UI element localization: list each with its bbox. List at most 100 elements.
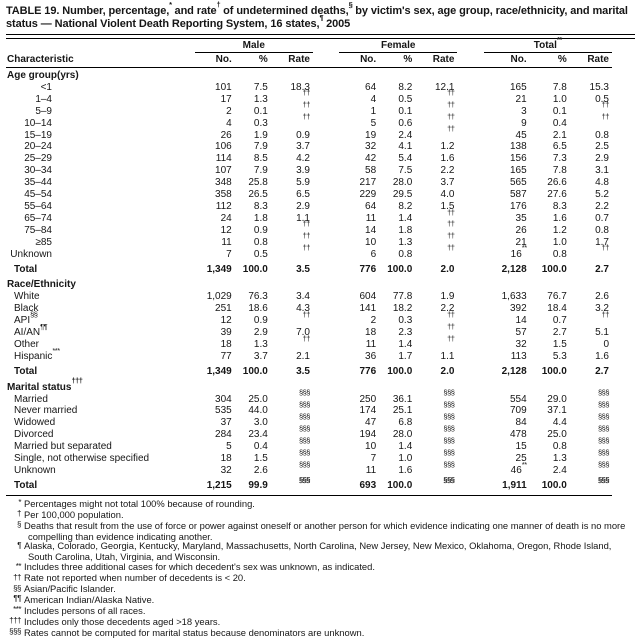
cell: 100.0	[541, 365, 567, 377]
table-row: Black 251 18.6 4.3 141 18.2 2.2 392 18.4 3.2	[6, 303, 612, 315]
cell: 3.2	[595, 303, 609, 315]
cell: 1.7	[595, 236, 609, 248]
cell: ††	[570, 113, 612, 130]
cell: ††	[415, 220, 457, 237]
total-row: Total 1,349 100.0 3.5 776 100.0 2.0 2,128 100.0 2…	[6, 261, 612, 278]
spacer-cell	[457, 237, 483, 249]
cell: 141	[359, 303, 377, 315]
cell: 776	[359, 263, 377, 275]
cell: 8.2	[398, 200, 413, 212]
cell: 18.4	[547, 303, 567, 315]
cell: 77	[220, 350, 232, 362]
cell: 0.5	[253, 248, 268, 260]
cell: 57	[515, 327, 527, 339]
spacer-cell	[313, 141, 339, 153]
cell: 84	[515, 417, 527, 429]
cell: 11	[365, 338, 377, 350]
cell: 3.7	[296, 141, 310, 153]
cell: 0.8	[398, 248, 413, 260]
cell: 165	[509, 81, 527, 93]
spacer-cell	[457, 441, 483, 453]
footnote-marker: §§§	[443, 412, 455, 422]
cell: §§§	[271, 460, 313, 477]
footnote-text: Deaths that result from the use of force…	[24, 519, 626, 542]
cell: 100.0	[387, 365, 413, 377]
cell: ††	[570, 311, 612, 327]
cell: 6.5	[296, 189, 310, 201]
cell: 15	[515, 441, 527, 453]
footnote-marker: §§§	[298, 435, 311, 445]
cell: 4.3	[296, 303, 310, 315]
cell: §§§	[415, 460, 457, 477]
cell: §§§	[271, 449, 313, 465]
spacer-cell	[313, 82, 339, 94]
table-row: Other 18 1.3 †† 11 1.4 †† 32 1.5 0	[6, 334, 612, 351]
row-label: White	[14, 291, 40, 303]
section-header-row: Race/Ethnicity	[6, 277, 612, 291]
row-label-text: ≥85	[35, 236, 52, 248]
cell: ††	[271, 244, 313, 261]
row-label-text: 45–54	[24, 189, 52, 201]
footnote-marker: *	[18, 498, 21, 508]
footnote-marker: ††	[601, 112, 610, 122]
cell: 0.4	[253, 441, 268, 453]
row-label: Divorced	[14, 429, 54, 441]
cell: 29.0	[547, 393, 567, 405]
footnote-marker: §§§	[443, 447, 455, 457]
footnote-marker: §§§	[443, 474, 455, 484]
row-label: 65–74	[6, 213, 195, 225]
row-label: Single, not otherwise specified	[14, 453, 150, 465]
cell: 25	[515, 453, 527, 465]
cell: 18	[365, 327, 377, 339]
cell: 1.7	[398, 350, 413, 362]
spacer-cell	[313, 261, 339, 278]
cell: 3.5	[296, 365, 310, 377]
table-row: Never married 535 44.0 §§§ 174 25.1 §§§ 709 37.1…	[6, 401, 612, 417]
footnote-marker: §§§	[298, 412, 311, 422]
cell: 106	[215, 141, 232, 153]
cell: 1,349	[206, 263, 232, 275]
cell: 1.0	[552, 93, 567, 105]
cell: 138	[509, 141, 527, 153]
title-rule	[6, 34, 635, 39]
cell: 32	[220, 465, 232, 476]
group-marker-total: **	[556, 34, 562, 44]
cell: 0.1	[398, 105, 413, 117]
col-header-rate: Rate	[270, 52, 313, 68]
footnote-marker: §§§	[443, 435, 455, 445]
cell: 26	[515, 224, 527, 236]
cell: 7.8	[552, 165, 567, 177]
cell: 1.6	[552, 212, 567, 224]
footnote-marker: §§	[13, 583, 21, 593]
cell: ††	[271, 232, 313, 249]
cell: 0.3	[398, 315, 413, 327]
cell: 17	[220, 93, 232, 105]
footnote-marker: ††	[447, 207, 455, 217]
cell: 0	[603, 338, 609, 350]
cell: §§§	[415, 389, 457, 406]
cell: ††	[271, 113, 313, 130]
row-label: Black	[14, 303, 39, 315]
cell: 29.5	[392, 189, 413, 201]
footnote-marker: ††	[601, 309, 610, 319]
cell: 1.5	[440, 200, 455, 212]
footnote-marker: ††	[302, 231, 311, 241]
footnote-marker: §§§	[298, 447, 311, 457]
footnote-marker: ††	[302, 309, 311, 319]
footnote-marker: †	[17, 509, 21, 519]
cell: 8.3	[253, 200, 268, 212]
spacer-cell	[457, 118, 483, 130]
row-label: 15–19	[6, 130, 195, 142]
cell: 2	[370, 315, 377, 327]
cell: 2.7	[595, 365, 609, 377]
row-label: Married but separated	[14, 441, 112, 453]
cell: 18.3	[290, 81, 310, 93]
footnote-marker: ††	[13, 572, 21, 582]
cell: 8.5	[253, 153, 268, 165]
title-footnote-marker: †	[216, 0, 221, 10]
col-header-rate: Rate	[415, 52, 458, 68]
footnote-marker: †††	[9, 616, 21, 626]
group-header-row: Male Female Total**	[6, 35, 612, 53]
spacer-cell	[457, 327, 483, 339]
spacer-cell	[313, 177, 339, 189]
